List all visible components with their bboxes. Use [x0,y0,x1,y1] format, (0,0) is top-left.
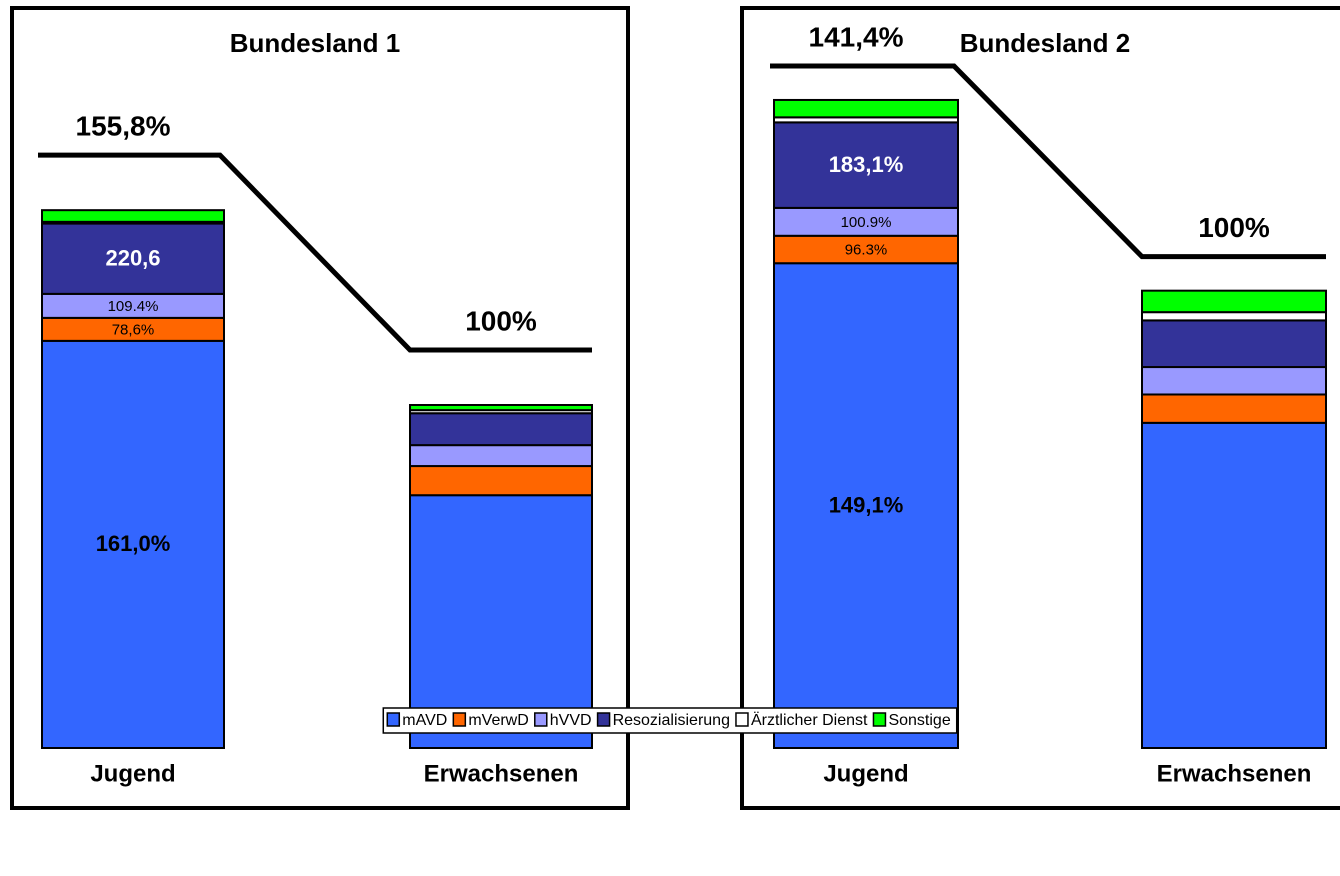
legend-label: hVVD [550,712,592,729]
bar-segment [409,404,593,412]
bar-segment [1141,393,1327,424]
segment-label: 78,6% [112,321,155,338]
legend-swatch [452,712,467,727]
legend-swatch [872,712,887,727]
legend-label: Resozialisierung [613,712,730,729]
panel-frame [10,6,630,810]
legend-box [382,707,958,734]
legend-label: mVerwD [468,712,528,729]
bar-segment [773,121,959,209]
legend-swatch [735,712,749,727]
total-label: 155,8% [76,111,171,142]
legend-label: Ärztlicher Dienst [751,711,868,729]
x-tick-label: Jugend [823,760,908,787]
segment-label: 109.4% [108,298,159,315]
legend-swatch [386,712,401,727]
x-tick-label: Jugend [90,760,175,787]
bar-segment [409,412,593,447]
panel-frame [740,6,1340,810]
bar-segment [409,444,593,468]
total-line [38,152,592,353]
bar-segment [773,262,959,749]
total-label: 100% [465,305,537,336]
bar-segment [1141,311,1327,322]
segment-label: 220,6 [105,246,160,271]
bar-segment [1141,319,1327,369]
bar-segment [41,209,225,223]
legend-label: Sonstige [888,712,950,729]
total-label: 100% [1198,212,1270,243]
bar-segment [773,98,959,119]
x-tick-label: Erwachsenen [424,760,579,787]
segment-label: 149,1% [829,492,904,517]
bar-segment [773,206,959,237]
chart-title: Bundesland 1 [230,28,400,58]
bar-segment [409,465,593,497]
bar-segment [1141,366,1327,396]
legend-label: mAVD [402,712,447,729]
total-line [770,63,1326,260]
segment-label: 161,0% [96,531,171,556]
bar-segment [1141,289,1327,314]
bar-segment [41,222,225,295]
total-label: 141,4% [809,21,904,52]
bar-segment [773,234,959,265]
segment-label: 100.9% [841,214,892,231]
x-tick-label: Erwachsenen [1157,760,1312,787]
segment-label: 183,1% [829,152,904,177]
legend-swatch [534,712,548,727]
legend-swatch [596,712,611,727]
segment-label: 96.3% [845,241,888,258]
chart-title: Bundesland 2 [960,28,1130,58]
bar-segment [1141,421,1327,749]
